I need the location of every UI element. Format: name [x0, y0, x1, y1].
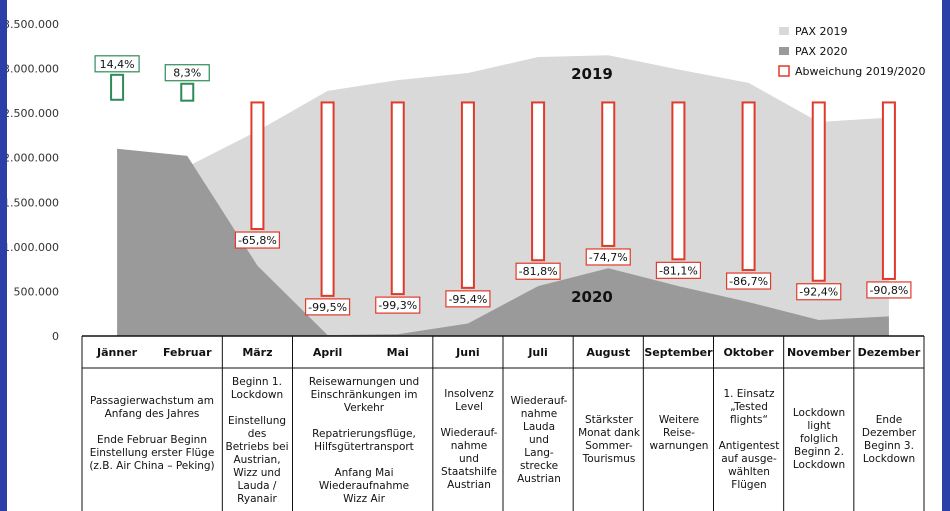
deviation-label: -65,8%	[238, 234, 277, 247]
deviation-bar	[110, 73, 125, 101]
passenger-chart: 0 500.000 1.000.000 1.500.000 2.000.000 2.500…	[7, 18, 925, 511]
month-label: April	[313, 346, 342, 359]
deviation-label: -74,7%	[589, 251, 628, 264]
month-label: November	[787, 346, 851, 359]
deviation-bar	[460, 101, 475, 289]
month-label: Juni	[455, 346, 480, 359]
legend-swatch-pax-2020	[779, 47, 789, 55]
deviation-label: -81,8%	[519, 265, 558, 278]
note-jaenner-februar: Passagierwachstum am Anfang des Jahres E…	[89, 395, 215, 472]
y-tick-label: 2.500.000	[7, 107, 59, 120]
area-pax-2020	[117, 148, 889, 336]
deviation-label: -90,8%	[869, 284, 908, 297]
month-label: August	[586, 346, 630, 359]
deviation-label-box	[796, 283, 842, 301]
month-label: Juli	[527, 346, 547, 359]
deviation-label-box	[445, 290, 491, 308]
deviation-bar	[531, 101, 546, 262]
month-label: Dezember	[858, 346, 921, 359]
deviation-bar	[741, 101, 756, 272]
note-oktober: 1. Einsatz „Tested flights“ Antigentest …	[718, 388, 780, 491]
y-tick-label: 3.000.000	[7, 63, 59, 76]
deviation-label: 8,3%	[173, 67, 201, 80]
y-tick-label: 3.500.000	[7, 18, 59, 31]
deviation-label-box	[375, 296, 421, 314]
label-2020: 2020	[571, 288, 613, 306]
note-maerz: Beginn 1. Lockdown Einstellung des Betri…	[225, 376, 289, 505]
deviation-bar	[320, 101, 335, 297]
deviation-label: -99,3%	[378, 299, 417, 312]
month-label: Februar	[163, 346, 212, 359]
deviation-bar	[390, 101, 405, 296]
month-label: Jänner	[96, 346, 138, 359]
note-august: Stärkster Monat dank Sommer- Tourismus	[578, 414, 640, 465]
deviation-bar	[671, 101, 686, 261]
deviation-label-box	[585, 248, 631, 266]
deviation-label: -86,7%	[729, 275, 768, 288]
label-2019: 2019	[571, 65, 613, 83]
deviation-label: -95,4%	[448, 293, 487, 306]
deviation-label: 14,4%	[100, 58, 135, 71]
legend-label-deviation: Abweichung 2019/2020	[795, 65, 925, 78]
legend-swatch-pax-2019	[779, 27, 789, 35]
note-september: Weitere Reise- warnungen	[649, 414, 709, 452]
y-tick-label: 500.000	[14, 285, 60, 298]
month-label: März	[242, 346, 272, 359]
y-tick-label: 1.500.000	[7, 196, 59, 209]
deviation-label: -81,1%	[659, 264, 698, 277]
deviation-label-box	[234, 231, 281, 249]
legend-label-pax-2020: PAX 2020	[795, 45, 847, 58]
legend-swatch-deviation	[778, 65, 790, 77]
deviation-label-box	[164, 64, 210, 82]
month-label: Mai	[387, 346, 409, 359]
chart-frame: 0 500.000 1.000.000 1.500.000 2.000.000 2.500…	[7, 0, 942, 511]
month-label: September	[644, 346, 713, 359]
deviation-bar	[811, 101, 826, 282]
deviation-label-box	[304, 298, 351, 316]
deviation-label-box	[515, 262, 561, 280]
note-april-mai: Reisewarnungen und Einschränkungen im Ve…	[308, 376, 420, 505]
note-november: Lockdown light folglich Beginn 2. Lockdo…	[792, 407, 846, 471]
month-label: Oktober	[723, 346, 774, 359]
deviation-label-box	[725, 272, 772, 290]
deviation-label: -99,5%	[308, 301, 347, 314]
note-juli: Wiederauf- nahme Lauda und Lang- strecke…	[510, 395, 568, 485]
deviation-bar	[250, 101, 265, 231]
deviation-label-box	[866, 281, 912, 299]
y-tick-label: 0	[52, 330, 59, 343]
note-juni: Insolvenz Level Wiederauf- nahme und Sta…	[440, 388, 498, 491]
deviation-label-box	[655, 261, 702, 279]
deviation-bar	[180, 82, 195, 102]
y-tick-label: 2.000.000	[7, 152, 59, 165]
y-tick-label: 1.000.000	[7, 241, 59, 254]
legend-label-pax-2019: PAX 2019	[795, 25, 847, 38]
deviation-label-box	[94, 55, 140, 73]
note-dezember: Ende Dezember Beginn 3. Lockdown	[861, 414, 917, 465]
deviation-label: -92,4%	[799, 286, 838, 299]
deviation-bar	[601, 101, 616, 247]
deviation-bar	[881, 101, 896, 280]
